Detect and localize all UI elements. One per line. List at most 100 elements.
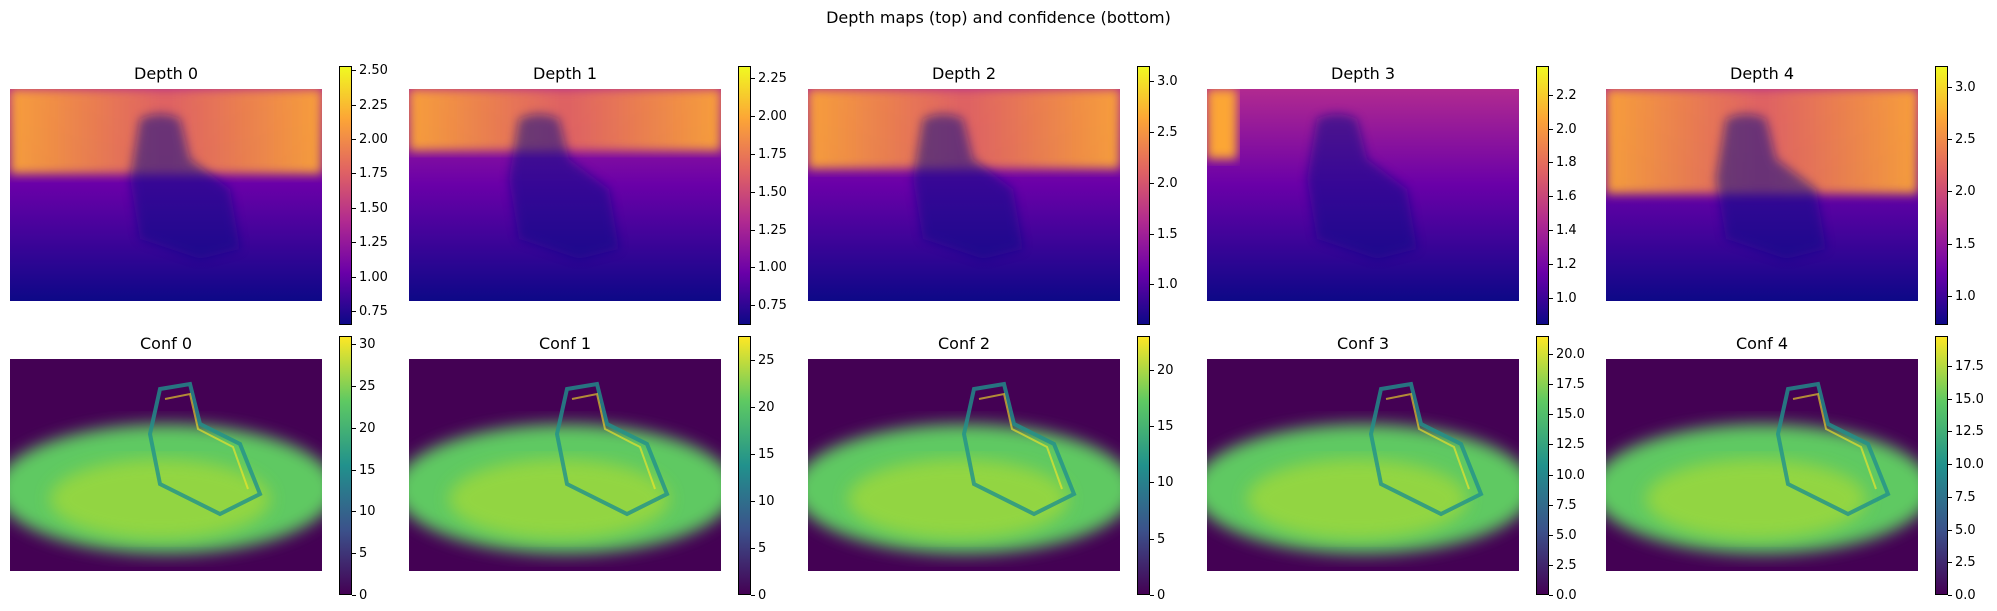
- colorbar-tick-label: 0.75: [758, 298, 787, 313]
- colorbar-tick: [751, 230, 755, 231]
- colorbar-tick-label: 1.25: [758, 223, 787, 238]
- colorbar-tick-label: 25: [359, 379, 376, 394]
- colorbar-tick: [352, 242, 356, 243]
- colorbar: [339, 66, 352, 325]
- colorbar-tick-label: 0: [1157, 588, 1166, 603]
- colorbar-tick-label: 10: [1157, 475, 1174, 490]
- colorbar-tick: [1549, 414, 1553, 415]
- colorbar: [1935, 336, 1948, 595]
- colorbar-tick-label: 2.2: [1556, 88, 1577, 103]
- colorbar-tick: [751, 192, 755, 193]
- colorbar-tick-label: 12.5: [1955, 424, 1984, 439]
- colorbar-tick: [352, 553, 356, 554]
- colorbar-tick: [1549, 565, 1553, 566]
- colorbar-tick-label: 2.50: [359, 63, 388, 78]
- colorbar-tick-label: 3.0: [1157, 74, 1178, 89]
- colorbar-tick: [352, 105, 356, 106]
- colorbar-tick: [751, 360, 755, 361]
- colorbar-tick: [751, 267, 755, 268]
- colorbar-tick: [1549, 535, 1553, 536]
- colorbar-tick: [1150, 426, 1154, 427]
- colorbar-tick-label: 2.5: [1955, 132, 1976, 147]
- figure-title: Depth maps (top) and confidence (bottom): [826, 8, 1171, 27]
- colorbar-tick: [1549, 354, 1553, 355]
- colorbar-tick-label: 25: [758, 353, 775, 368]
- colorbar-tick: [1549, 298, 1553, 299]
- colorbar-tick-label: 15: [758, 447, 775, 462]
- colorbar-tick: [751, 154, 755, 155]
- colorbar-tick: [1948, 497, 1952, 498]
- colorbar-tick-label: 5: [758, 541, 767, 556]
- colorbar: [1137, 66, 1150, 325]
- colorbar-tick-label: 12.5: [1556, 437, 1585, 452]
- colorbar-tick-label: 10: [359, 504, 376, 519]
- colorbar-tick-label: 1.6: [1556, 189, 1577, 204]
- colorbar-tick: [1549, 230, 1553, 231]
- colorbar-tick-label: 17.5: [1955, 359, 1984, 374]
- colorbar-tick: [352, 208, 356, 209]
- colorbar-tick-label: 5: [359, 546, 368, 561]
- colorbar-tick-label: 1.00: [758, 260, 787, 275]
- colorbar: [738, 66, 751, 325]
- colorbar-tick-label: 20: [1157, 363, 1174, 378]
- colorbar-tick-label: 15: [359, 463, 376, 478]
- colorbar-tick-label: 1.4: [1556, 223, 1577, 238]
- colorbar-tick-label: 0.0: [1955, 588, 1976, 603]
- colorbar-tick-label: 1.50: [359, 201, 388, 216]
- colorbar-tick-label: 20: [758, 400, 775, 415]
- colorbar-tick: [1549, 505, 1553, 506]
- colorbar-tick: [1549, 162, 1553, 163]
- colorbar-tick: [1948, 399, 1952, 400]
- colorbar-tick-label: 10.0: [1556, 468, 1585, 483]
- confidence-heatmap: [1606, 359, 1918, 571]
- colorbar-tick-label: 15.0: [1556, 407, 1585, 422]
- colorbar-tick-label: 2.00: [359, 132, 388, 147]
- colorbar-tick: [1549, 129, 1553, 130]
- colorbar-tick-label: 20.0: [1556, 347, 1585, 362]
- confidence-heatmap: [10, 359, 322, 571]
- colorbar-tick: [751, 407, 755, 408]
- colorbar-tick-label: 15: [1157, 419, 1174, 434]
- colorbar: [1536, 336, 1549, 595]
- colorbar-tick: [352, 511, 356, 512]
- colorbar-tick-label: 0.0: [1556, 588, 1577, 603]
- colorbar-tick-label: 0: [758, 588, 767, 603]
- colorbar-tick-label: 5.0: [1955, 523, 1976, 538]
- colorbar-tick: [1948, 431, 1952, 432]
- colorbar-tick: [1948, 366, 1952, 367]
- subplot-title: Depth 0: [134, 64, 198, 83]
- colorbar-tick-label: 2.5: [1955, 555, 1976, 570]
- colorbar-tick: [751, 501, 755, 502]
- colorbar-tick: [352, 595, 356, 596]
- depth-heatmap: [1207, 89, 1519, 301]
- colorbar-tick-label: 1.8: [1556, 155, 1577, 170]
- colorbar-tick: [1948, 87, 1952, 88]
- subplot-title: Conf 3: [1337, 334, 1389, 353]
- colorbar-tick-label: 1.75: [758, 147, 787, 162]
- colorbar-tick-label: 0.75: [359, 304, 388, 319]
- colorbar-tick: [1549, 196, 1553, 197]
- colorbar-tick-label: 2.5: [1556, 558, 1577, 573]
- colorbar-tick: [1150, 482, 1154, 483]
- subplot-title: Depth 3: [1331, 64, 1395, 83]
- subplot-title: Conf 4: [1736, 334, 1788, 353]
- colorbar-tick: [1948, 530, 1952, 531]
- colorbar: [1137, 336, 1150, 595]
- colorbar-tick: [1549, 475, 1553, 476]
- colorbar-tick-label: 2.25: [359, 98, 388, 113]
- confidence-heatmap: [808, 359, 1120, 571]
- colorbar-tick: [352, 428, 356, 429]
- colorbar: [339, 336, 352, 595]
- confidence-heatmap: [409, 359, 721, 571]
- colorbar-tick: [751, 305, 755, 306]
- colorbar-tick: [1549, 444, 1553, 445]
- colorbar-tick-label: 10: [758, 494, 775, 509]
- colorbar-tick: [352, 173, 356, 174]
- colorbar-tick: [352, 139, 356, 140]
- colorbar-tick-label: 1.50: [758, 185, 787, 200]
- colorbar-tick-label: 1.75: [359, 166, 388, 181]
- depth-heatmap: [409, 89, 721, 301]
- colorbar-tick: [1948, 464, 1952, 465]
- colorbar-tick-label: 5: [1157, 532, 1166, 547]
- colorbar-tick-label: 10.0: [1955, 457, 1984, 472]
